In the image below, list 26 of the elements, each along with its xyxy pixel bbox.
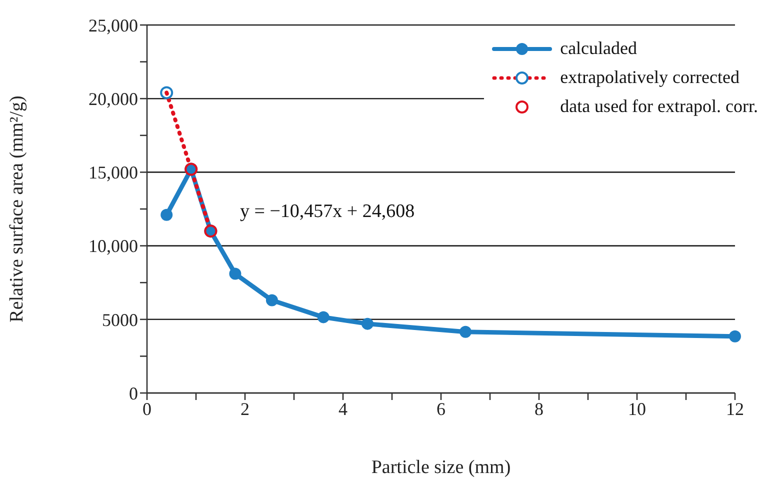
y-tick-label: 5000 xyxy=(102,310,138,330)
legend-label: extrapolatively corrected xyxy=(560,67,740,88)
point xyxy=(229,268,242,280)
x-tick-label: 6 xyxy=(436,398,446,419)
x-tick-label: 2 xyxy=(240,398,250,419)
x-axis-title: Particle size (mm) xyxy=(371,457,511,478)
x-tick-label: 12 xyxy=(726,398,744,419)
point xyxy=(362,318,374,330)
point xyxy=(266,294,278,306)
x-tick-label: 4 xyxy=(338,398,348,419)
y-tick-label: 20,000 xyxy=(88,88,138,109)
y-tick-label: 0 xyxy=(129,383,138,404)
y-tick-label: 10,000 xyxy=(88,236,138,256)
point xyxy=(729,330,741,342)
x-tick-label: 0 xyxy=(142,398,152,419)
x-tick-label: 8 xyxy=(534,398,544,419)
legend-label: data used for extrapol. corr. xyxy=(560,96,758,117)
annotation: y = −10,457x + 24,608 xyxy=(240,201,415,223)
point xyxy=(160,208,173,221)
x-tick-label: 10 xyxy=(628,398,646,419)
y-tick-label: 25,000 xyxy=(88,15,138,36)
point xyxy=(317,311,330,324)
legend-label: calculaded xyxy=(560,38,638,59)
y-axis-title: Relative surface area (mm²/g) xyxy=(6,96,28,322)
point xyxy=(460,326,472,338)
y-tick-label: 15,000 xyxy=(88,162,138,183)
